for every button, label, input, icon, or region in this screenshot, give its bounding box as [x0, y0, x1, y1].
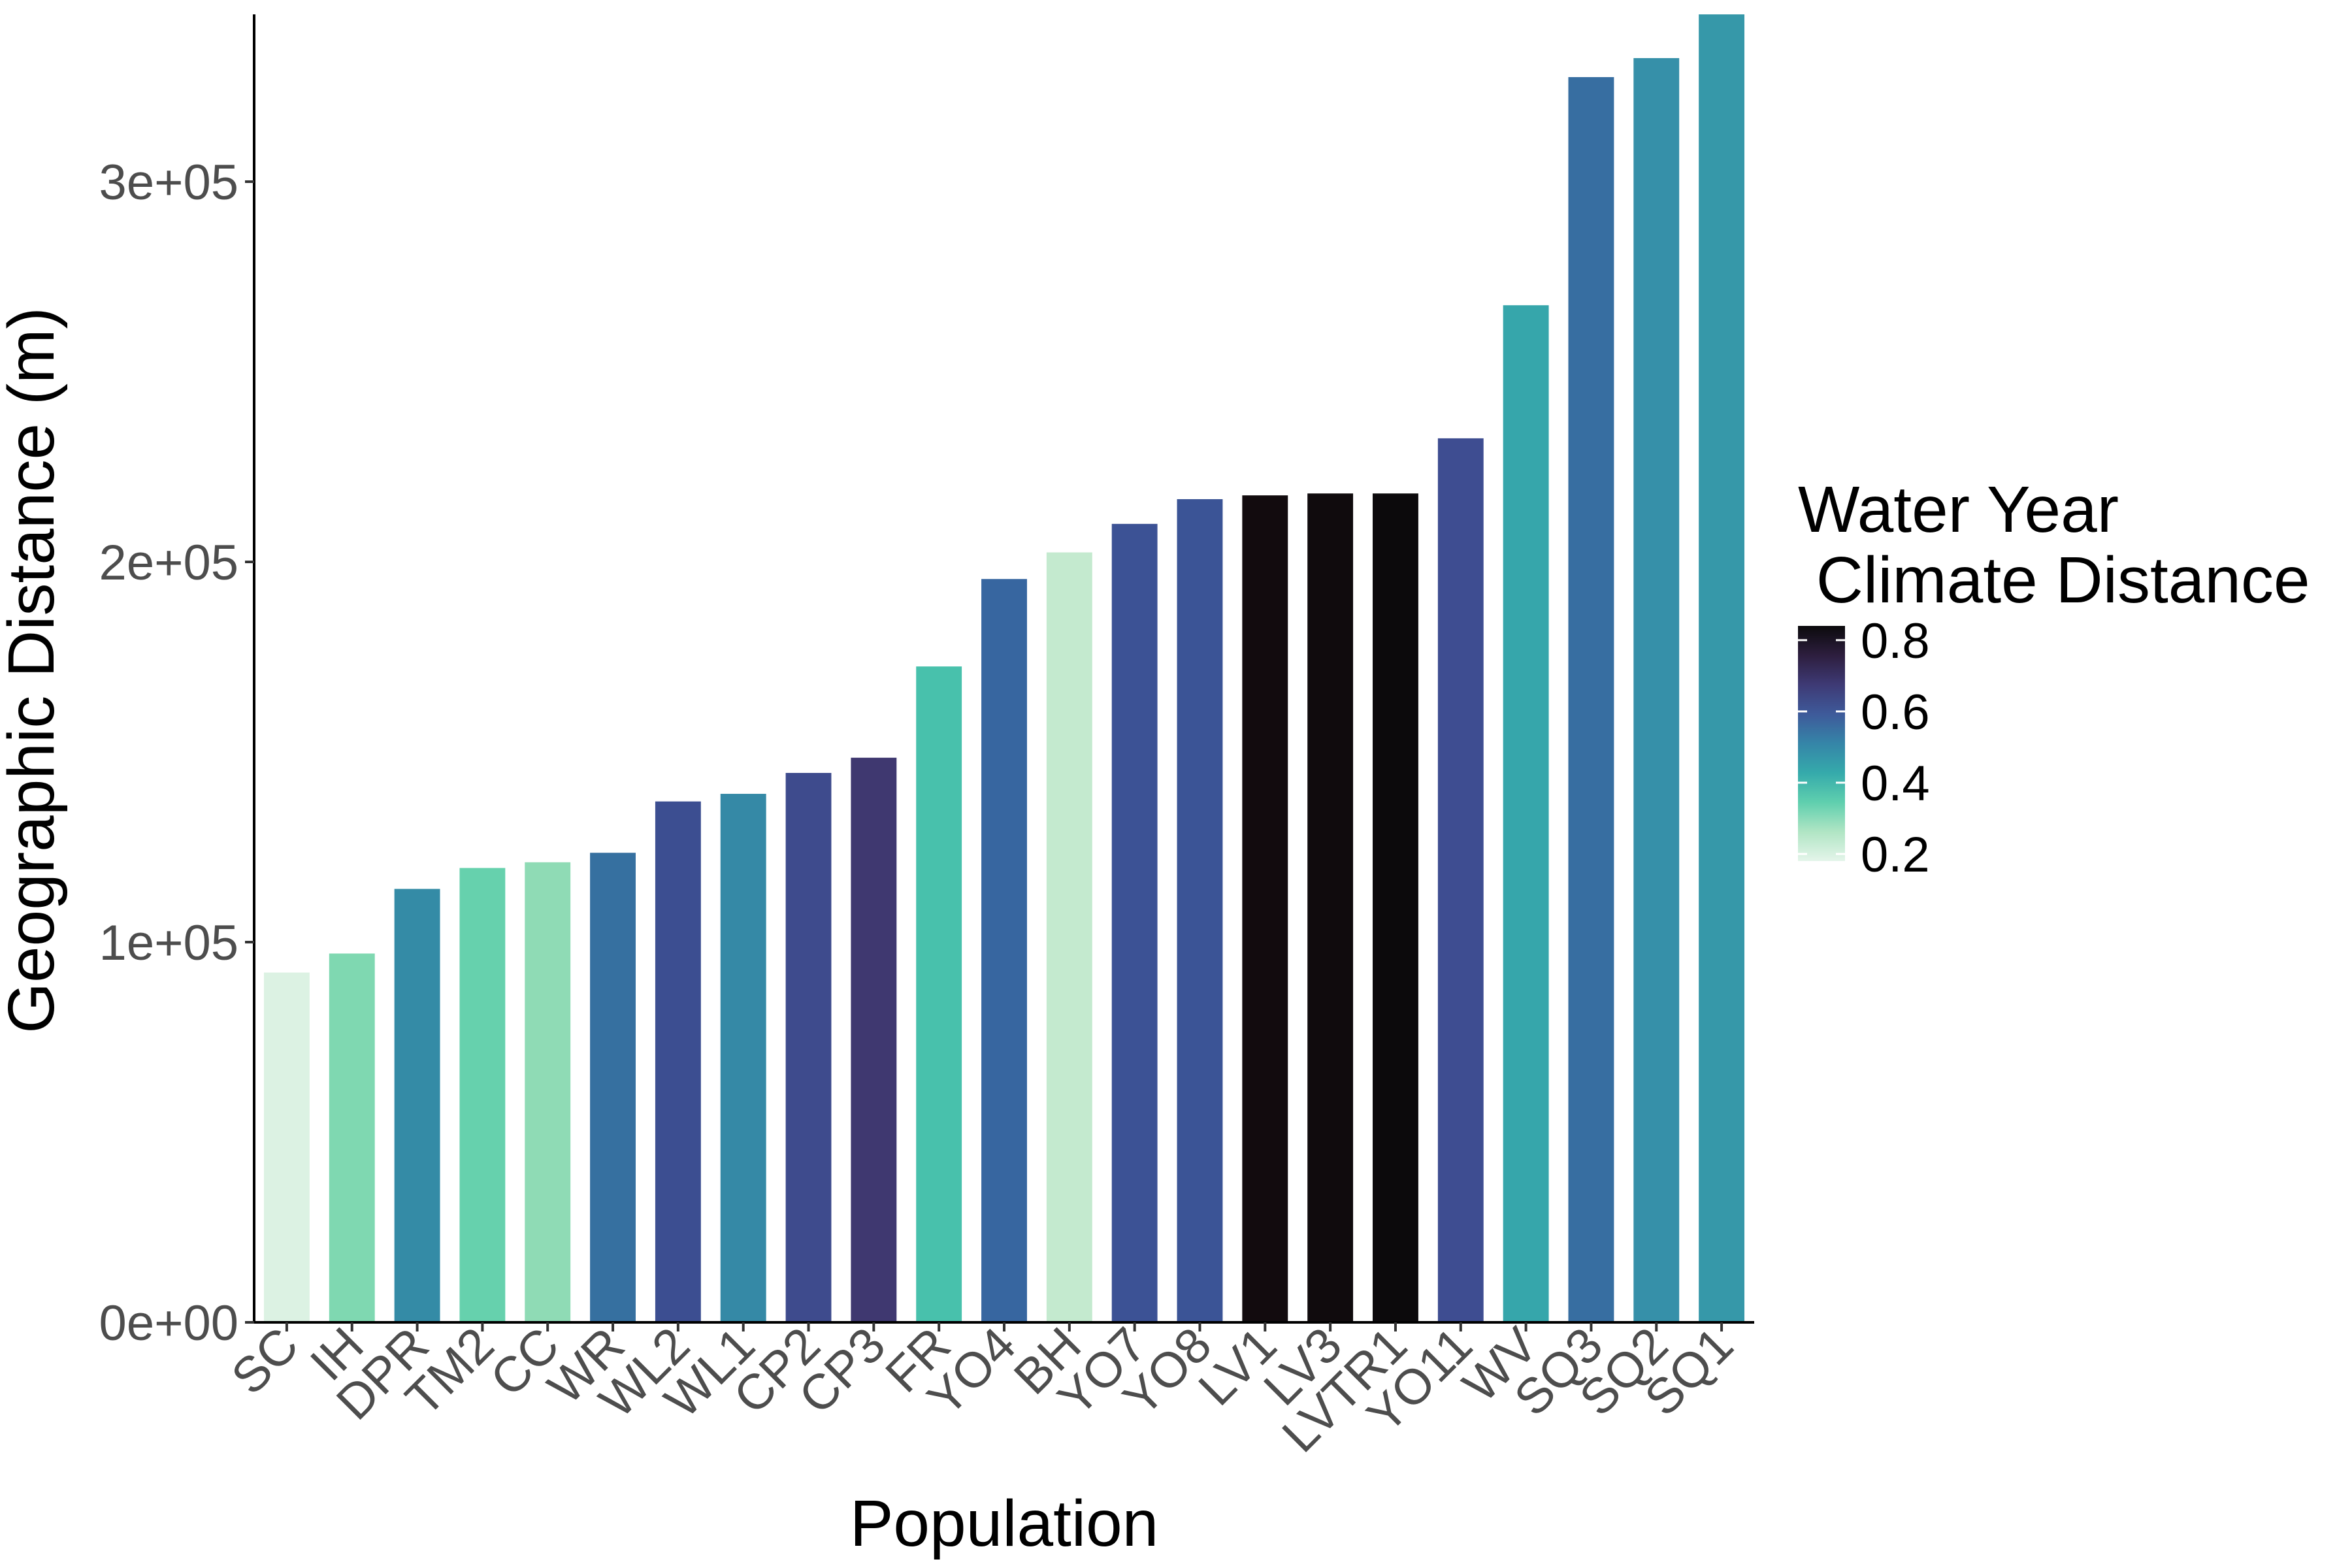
x-axis-title: Population [850, 1487, 1159, 1560]
bars-layer [263, 14, 1745, 1323]
bar-sq2 [1633, 57, 1680, 1322]
bar-sc [263, 972, 310, 1322]
y-tick-label: 2e+05 [99, 535, 238, 591]
legend-color-bar [1798, 626, 1845, 861]
y-tick-label: 0e+00 [99, 1296, 238, 1351]
y-tick-label: 3e+05 [99, 155, 238, 210]
bar-fr [916, 666, 962, 1322]
legend-title-line2: Climate Distance [1798, 544, 2310, 617]
bar-wl2 [655, 801, 701, 1322]
bar-bh [1046, 552, 1092, 1322]
legend-label: 0.4 [1861, 756, 1930, 811]
y-ticks: 0e+00 1e+05 2e+05 3e+05 [99, 155, 254, 1351]
bar-yo8 [1177, 499, 1223, 1323]
bar-cc [525, 862, 571, 1322]
bar-cp3 [851, 757, 897, 1322]
bar-yo11 [1437, 438, 1484, 1322]
bar-lvtr1 [1373, 493, 1418, 1322]
legend-label: 0.6 [1861, 685, 1930, 740]
legend-title-line1: Water Year [1798, 473, 2119, 546]
bar-tm2 [459, 868, 506, 1322]
x-ticks: SCIHDPRTM2CCWRWL2WL1CP2CP3FRYO4BHYO7YO8L… [221, 1317, 1744, 1463]
bar-sq1 [1699, 14, 1745, 1322]
bar-yo7 [1111, 523, 1158, 1322]
bar-lv3 [1307, 493, 1354, 1322]
bar-sq3 [1568, 77, 1614, 1323]
legend: Water Year Climate Distance 0.8 0.6 0.4 0.2 [1798, 473, 2310, 883]
bar-cp2 [785, 773, 832, 1322]
bar-dpr [394, 889, 440, 1322]
legend-label: 0.8 [1861, 613, 1930, 669]
bar-wr [590, 853, 636, 1322]
legend-label: 0.2 [1861, 827, 1930, 883]
bar-lv1 [1242, 495, 1288, 1322]
y-tick-label: 1e+05 [99, 915, 238, 971]
bar-wv [1503, 305, 1549, 1323]
y-axis-title: Geographic Distance (m) [0, 307, 68, 1034]
bar-wl1 [720, 794, 766, 1322]
bar-yo4 [981, 579, 1027, 1322]
bar-ih [329, 953, 375, 1322]
